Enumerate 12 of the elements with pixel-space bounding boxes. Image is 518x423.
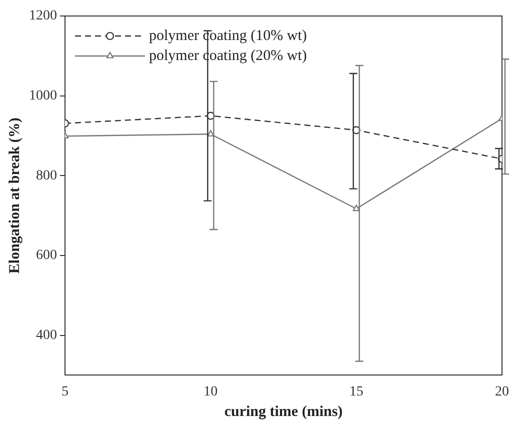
x-axis-title: curing time (mins) xyxy=(224,404,343,420)
y-axis-title: Elongation at break (%) xyxy=(6,118,23,274)
x-tick-label: 20 xyxy=(495,384,509,400)
y-tick-label: 1000 xyxy=(29,88,57,104)
y-tick-label: 600 xyxy=(36,248,57,264)
x-tick-label: 15 xyxy=(349,384,364,400)
y-tick-label: 800 xyxy=(36,168,57,184)
point xyxy=(352,204,360,212)
x-tick-label: 10 xyxy=(204,384,218,400)
y-tick-label: 400 xyxy=(36,328,57,343)
x-tick-label: 5 xyxy=(62,384,68,400)
y-tick-label: 1200 xyxy=(29,8,57,24)
